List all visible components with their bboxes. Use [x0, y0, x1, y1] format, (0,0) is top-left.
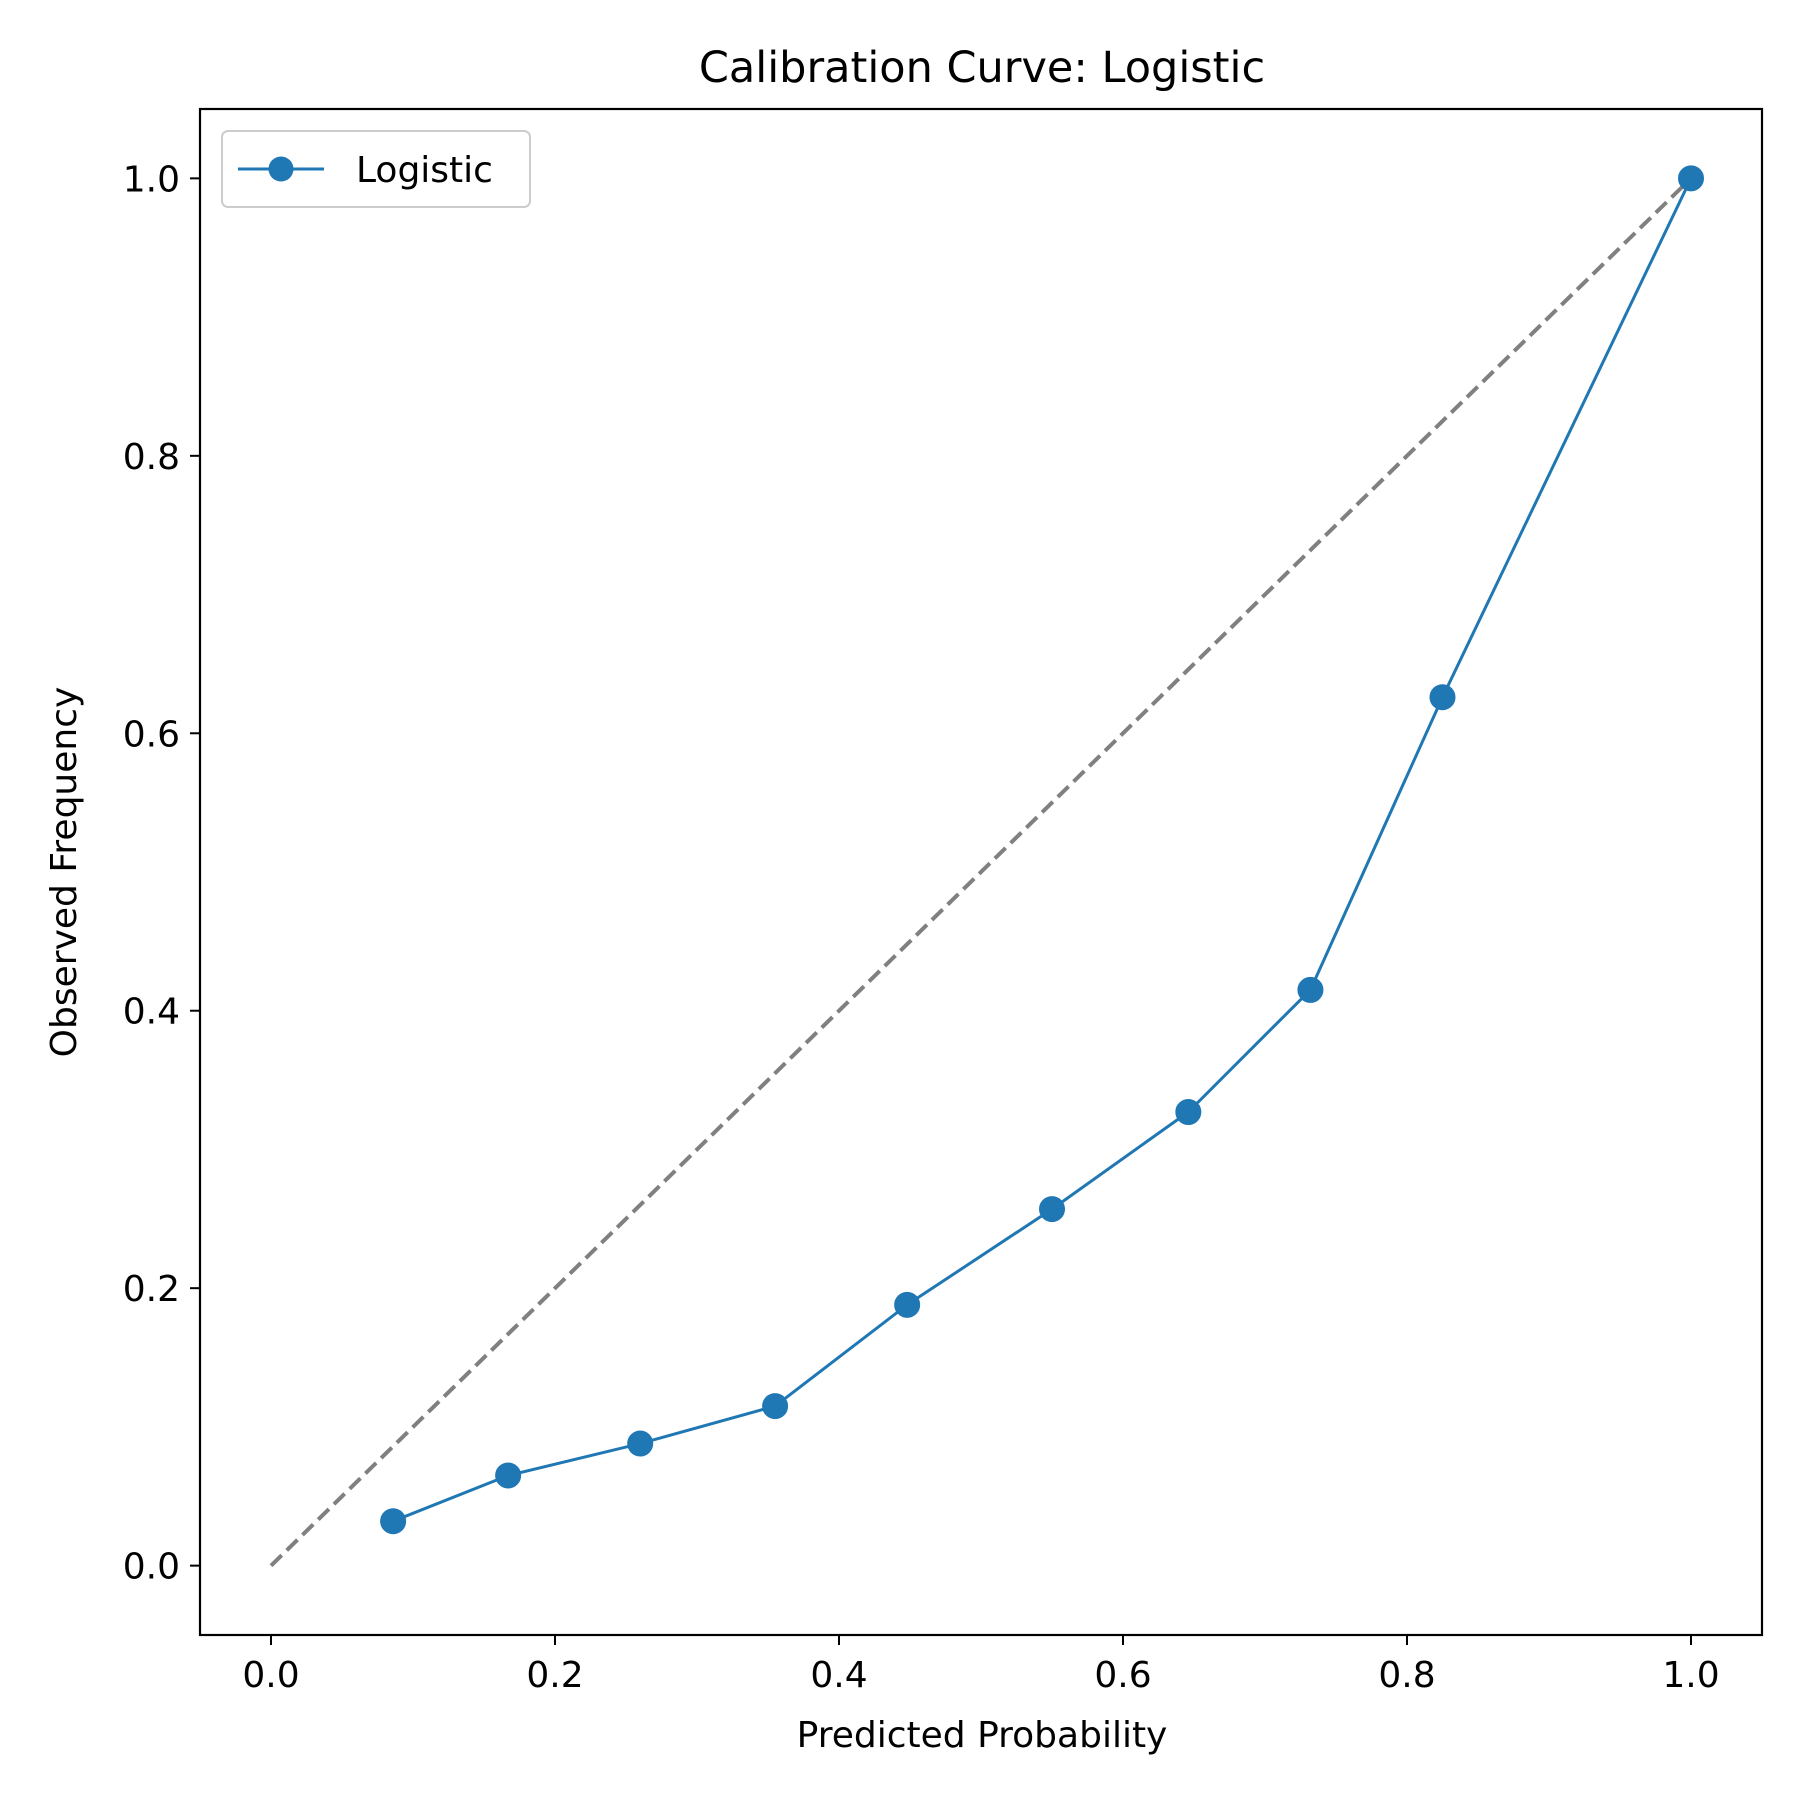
- y-tick-label: 0.0: [123, 1547, 180, 1588]
- data-point: [1175, 1098, 1202, 1125]
- data-point: [380, 1508, 407, 1535]
- data-point: [627, 1430, 654, 1457]
- data-point: [1297, 976, 1324, 1003]
- plot-area: 0.0 0.2 0.4 0.6 0.8 1.0 0.0 0.2 0.4 0.6 0.8 1.0 Logi…: [123, 107, 1764, 1696]
- y-tick-label: 0.6: [123, 714, 180, 755]
- data-point: [495, 1462, 522, 1489]
- x-tick-label: 0.6: [1094, 1655, 1151, 1696]
- y-tick-label: 0.2: [123, 1269, 180, 1310]
- data-point: [1429, 684, 1456, 711]
- chart-title: Calibration Curve: Logistic: [699, 43, 1265, 93]
- y-tick-label: 0.8: [123, 437, 180, 478]
- axes-frame: [198, 107, 1764, 1637]
- data-point: [762, 1393, 789, 1420]
- legend-label: Logistic: [356, 150, 493, 191]
- x-tick-label: 0.0: [242, 1655, 299, 1696]
- reference-diagonal-line: [269, 176, 1693, 1568]
- x-tick-label: 0.8: [1378, 1655, 1435, 1696]
- series-line: [392, 177, 1693, 1523]
- data-point: [894, 1291, 921, 1318]
- data-point: [1678, 165, 1704, 192]
- data-point: [1039, 1196, 1065, 1223]
- legend-box: [221, 130, 531, 208]
- x-tick-label: 0.2: [526, 1655, 583, 1696]
- y-axis-label: Observed Frequency: [44, 687, 85, 1058]
- x-tick-label: 0.4: [810, 1655, 867, 1696]
- y-tick-label: 1.0: [123, 159, 180, 200]
- x-tick-label: 1.0: [1662, 1655, 1719, 1696]
- x-axis-label: Predicted Probability: [797, 1715, 1168, 1756]
- y-tick-label: 0.4: [123, 992, 180, 1033]
- legend-marker: [268, 156, 294, 182]
